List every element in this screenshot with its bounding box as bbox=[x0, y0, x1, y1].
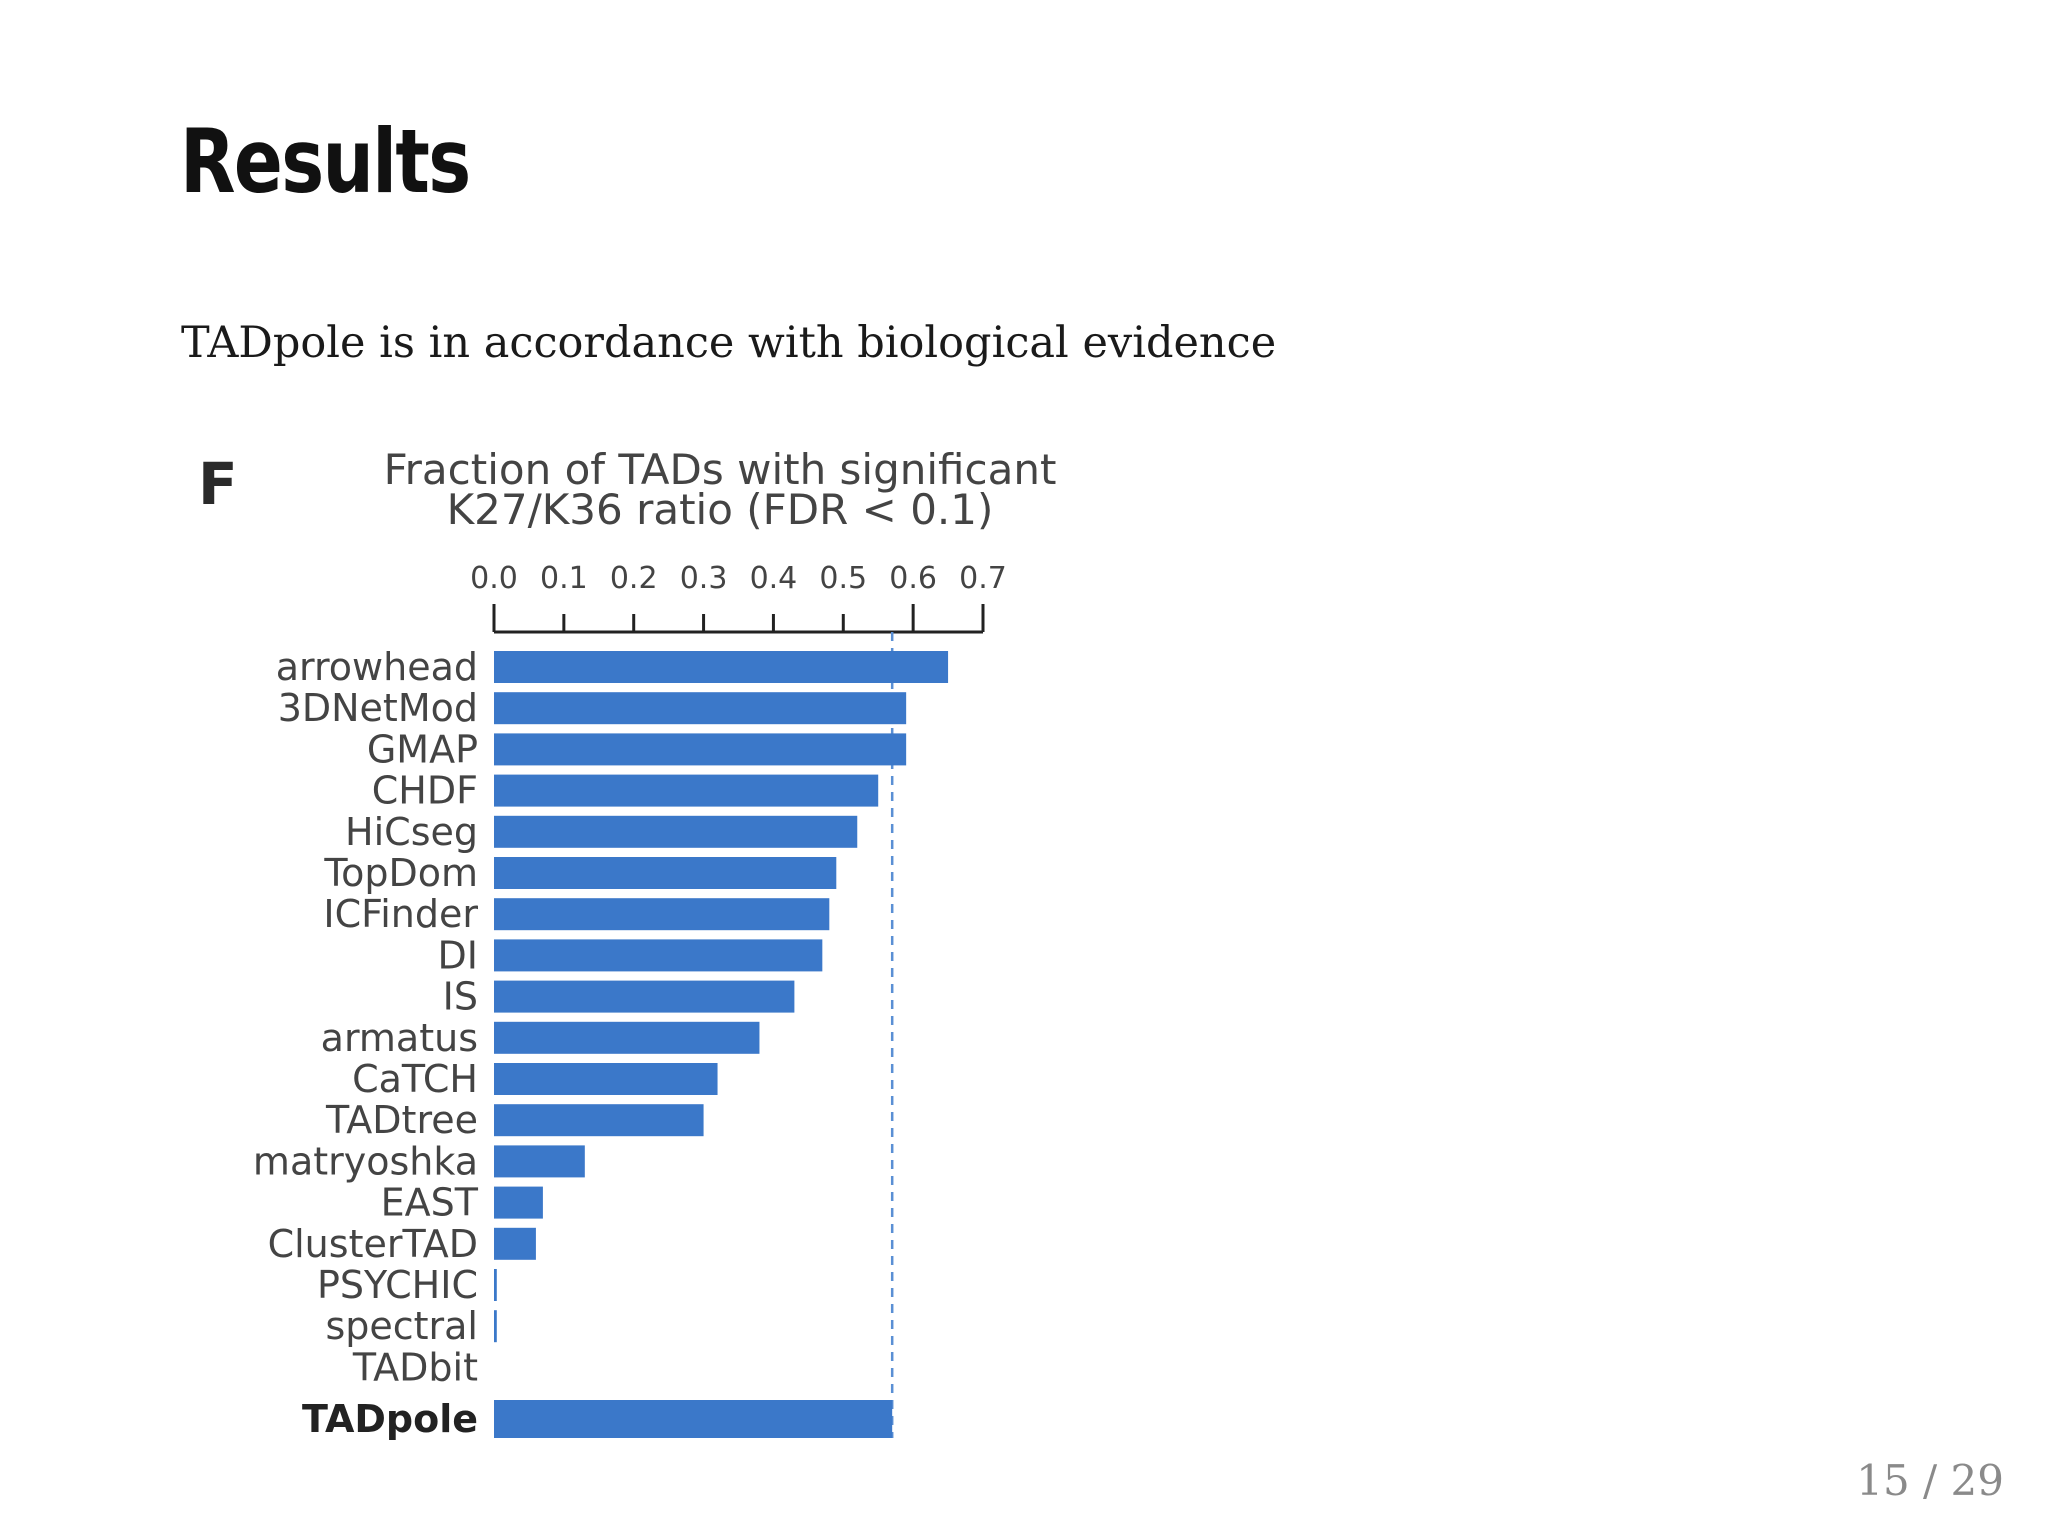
category-label: IS bbox=[443, 975, 478, 1019]
category-label: matryoshka bbox=[253, 1139, 478, 1183]
bar-spectral bbox=[494, 1310, 497, 1343]
category-label: ClusterTAD bbox=[268, 1222, 478, 1266]
bar-tadpole bbox=[494, 1400, 893, 1438]
bar-gmap bbox=[494, 733, 907, 766]
x-tick-label: 0.5 bbox=[819, 561, 867, 596]
bar-psychic bbox=[494, 1269, 497, 1301]
bar-is bbox=[494, 980, 795, 1013]
bar-3dnetmod bbox=[494, 692, 907, 725]
category-label: armatus bbox=[321, 1016, 478, 1060]
category-label: 3DNetMod bbox=[278, 686, 478, 730]
bar-armatus bbox=[494, 1021, 760, 1054]
bar-chdf bbox=[494, 774, 879, 807]
x-axis: 0.0 0.1 0.2 0.3 0.4 0.5 0.6 0.7 bbox=[470, 561, 1007, 1438]
bar-arrowhead bbox=[494, 651, 949, 683]
bar-clustertad bbox=[494, 1227, 536, 1260]
category-label: arrowhead bbox=[276, 645, 478, 689]
category-label: TADpole bbox=[302, 1397, 478, 1441]
category-label: TADbit bbox=[352, 1345, 478, 1389]
bar-topdom bbox=[494, 857, 837, 889]
bar-hicseg bbox=[494, 815, 858, 848]
panel-label: F bbox=[198, 450, 238, 518]
x-tick-label: 0.0 bbox=[470, 561, 518, 596]
category-label: PSYCHIC bbox=[317, 1263, 478, 1307]
x-tick-label: 0.7 bbox=[959, 561, 1007, 596]
bar-matryoshka bbox=[494, 1145, 585, 1178]
page-number: 15 / 29 bbox=[1856, 1456, 2004, 1505]
category-label: EAST bbox=[381, 1181, 479, 1225]
category-label: ICFinder bbox=[323, 892, 478, 936]
chart-title-line-1: Fraction of TADs with significant bbox=[384, 445, 1057, 494]
category-label: CaTCH bbox=[352, 1057, 478, 1101]
chart-title-line-2: K27/K36 ratio (FDR < 0.1) bbox=[447, 485, 994, 534]
category-label: DI bbox=[438, 933, 478, 977]
bar-di bbox=[494, 939, 823, 972]
slide-subtitle: TADpole is in accordance with biological… bbox=[181, 318, 1277, 368]
x-tick-label: 0.6 bbox=[889, 561, 937, 596]
category-label: spectral bbox=[325, 1304, 478, 1348]
x-tick-label: 0.4 bbox=[750, 561, 798, 596]
x-tick-label: 0.3 bbox=[680, 561, 728, 596]
category-label: TADtree bbox=[325, 1098, 478, 1142]
bar-east bbox=[494, 1186, 543, 1219]
category-label: HiCseg bbox=[345, 810, 478, 854]
category-label: CHDF bbox=[372, 769, 478, 813]
category-label: GMAP bbox=[367, 727, 478, 771]
category-labels: arrowhead3DNetModGMAPCHDFHiCsegTopDomICF… bbox=[253, 645, 479, 1441]
bar-catch bbox=[494, 1063, 718, 1095]
bars bbox=[494, 651, 949, 1438]
x-tick-label: 0.2 bbox=[610, 561, 658, 596]
category-label: TopDom bbox=[323, 851, 478, 895]
bar-tadtree bbox=[494, 1104, 704, 1137]
slide-title: Results bbox=[180, 110, 471, 213]
bar-icfinder bbox=[494, 898, 830, 931]
x-tick-label: 0.1 bbox=[540, 561, 588, 596]
